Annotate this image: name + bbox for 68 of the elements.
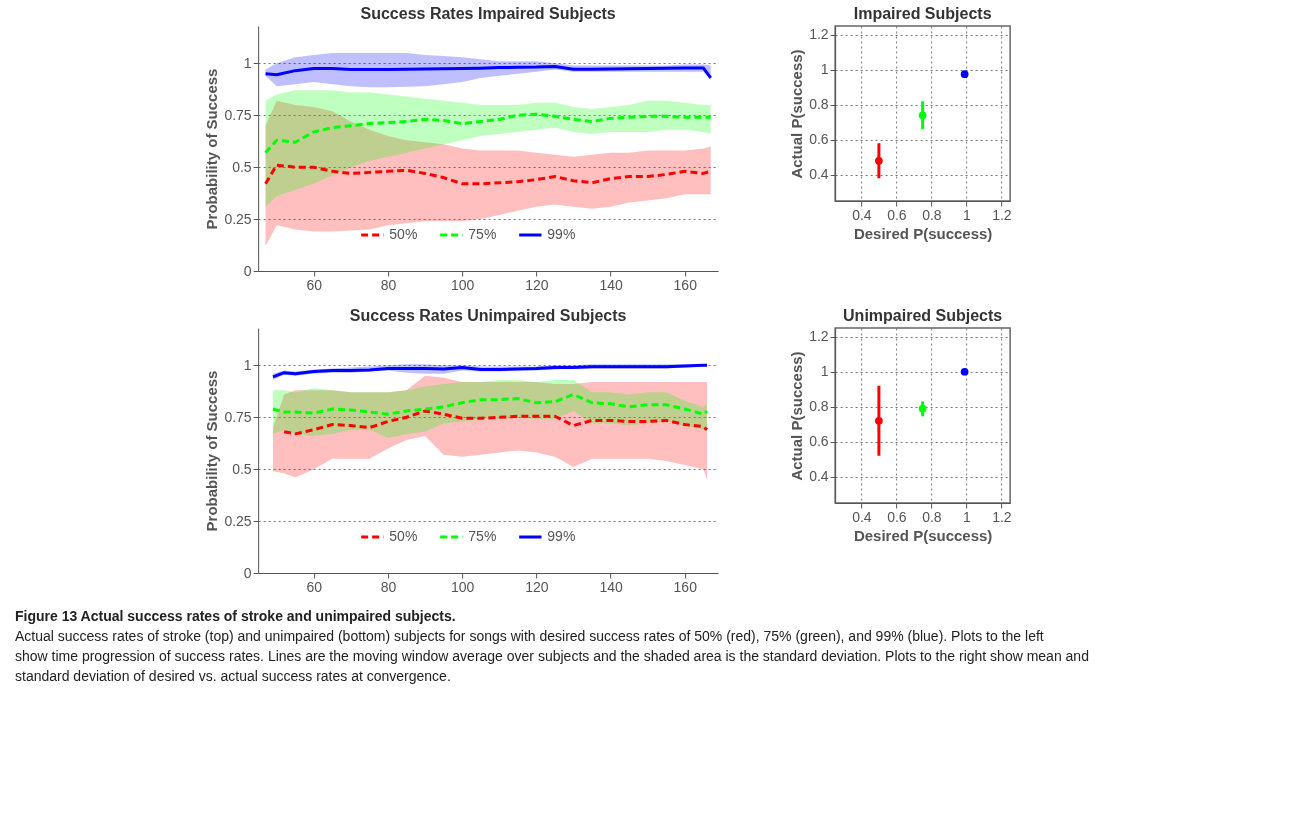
y-tick-label: 0 xyxy=(243,564,252,581)
x-tick-label: 0.8 xyxy=(922,206,942,223)
legend-label: 50% xyxy=(389,528,418,544)
y-tick-label: 0.8 xyxy=(809,96,829,113)
y-axis-title: Probability of Success xyxy=(203,370,221,532)
line-series xyxy=(264,112,713,155)
y-tick-label: 0.75 xyxy=(224,106,252,123)
x-tick-label: 0.4 xyxy=(852,508,872,525)
x-tick-label: 160 xyxy=(673,276,698,293)
x-tick-label: 60 xyxy=(306,578,323,595)
chart-title: Unimpaired Subjects xyxy=(843,307,1003,324)
y-axis-title: Actual P(success) xyxy=(788,49,806,179)
x-tick-label: 1.2 xyxy=(992,206,1012,223)
y-tick-label: 0 xyxy=(243,262,252,279)
x-tick-label: 120 xyxy=(525,578,549,595)
y-tick-label: 0.5 xyxy=(232,460,252,477)
x-tick-label: 100 xyxy=(450,276,475,293)
y-tick-label: 0.4 xyxy=(809,468,829,485)
caption: Figure 13 Actual success rates of stroke and unimpaired subjects. xyxy=(15,608,456,624)
y-tick-label: 1 xyxy=(243,54,252,71)
x-tick-label: 1 xyxy=(962,508,971,525)
point xyxy=(918,111,927,120)
y-tick-label: 1 xyxy=(243,356,252,373)
y-axis-title: Probability of Success xyxy=(203,68,221,230)
y-tick-label: 0.75 xyxy=(224,408,252,425)
x-tick-label: 0.6 xyxy=(887,508,907,525)
line-series xyxy=(264,64,713,80)
y-tick-label: 1 xyxy=(820,61,829,78)
point xyxy=(918,404,927,413)
x-axis-title: Desired P(success) xyxy=(853,224,993,242)
chart-title: Success Rates Unimpaired Subjects xyxy=(349,307,627,324)
legend-label: 75% xyxy=(468,528,497,544)
x-tick-label: 60 xyxy=(306,276,323,293)
line-series xyxy=(282,409,709,436)
y-tick-label: 0.5 xyxy=(232,158,252,175)
y-tick-label: 0.6 xyxy=(809,433,829,450)
x-tick-label: 100 xyxy=(450,578,475,595)
legend-label: 99% xyxy=(547,226,576,242)
x-tick-label: 1.2 xyxy=(992,508,1012,525)
legend-label: 75% xyxy=(468,226,497,242)
y-axis-title: Actual P(success) xyxy=(788,351,806,481)
legend-label: 99% xyxy=(547,528,576,544)
x-tick-label: 1 xyxy=(962,206,971,223)
line-series xyxy=(271,392,709,416)
point xyxy=(875,156,883,165)
text: Actual success rates of stroke (top) and unimpaired (bottom) subjects for songs with desired success rates of 50% (red), 75% (green), and 99% (blue). Plots to the left show time progression of success rates. Lines are the moving window average over subjects and the shaded area is the standard deviation. Plots to the right show mean and standard deviation of desired vs. actual success rates at convergence. xyxy=(15,628,1089,684)
x-tick-label: 140 xyxy=(599,578,623,595)
x-tick-label: 120 xyxy=(525,276,549,293)
y-tick-label: 0.4 xyxy=(809,166,829,183)
y-tick-label: 0.6 xyxy=(809,131,829,148)
x-tick-label: 80 xyxy=(380,578,397,595)
y-tick-label: 0.25 xyxy=(224,210,252,227)
x-tick-label: 140 xyxy=(599,276,623,293)
x-tick-label: 160 xyxy=(673,578,698,595)
chart-title: Impaired Subjects xyxy=(853,5,992,22)
legend-label: 50% xyxy=(389,226,418,242)
x-axis-title: Desired P(success) xyxy=(853,526,993,544)
y-tick-label: 1.2 xyxy=(809,26,829,43)
y-tick-label: 0.8 xyxy=(809,398,829,415)
point xyxy=(875,416,883,425)
y-tick-label: 0.25 xyxy=(224,512,252,529)
x-tick-label: 0.8 xyxy=(922,508,942,525)
x-tick-label: 0.4 xyxy=(852,206,872,223)
x-tick-label: 0.6 xyxy=(887,206,907,223)
x-tick-label: 80 xyxy=(380,276,397,293)
chart-title: Success Rates Impaired Subjects xyxy=(360,5,616,22)
y-tick-label: 1.2 xyxy=(809,328,829,345)
y-tick-label: 1 xyxy=(820,363,829,380)
